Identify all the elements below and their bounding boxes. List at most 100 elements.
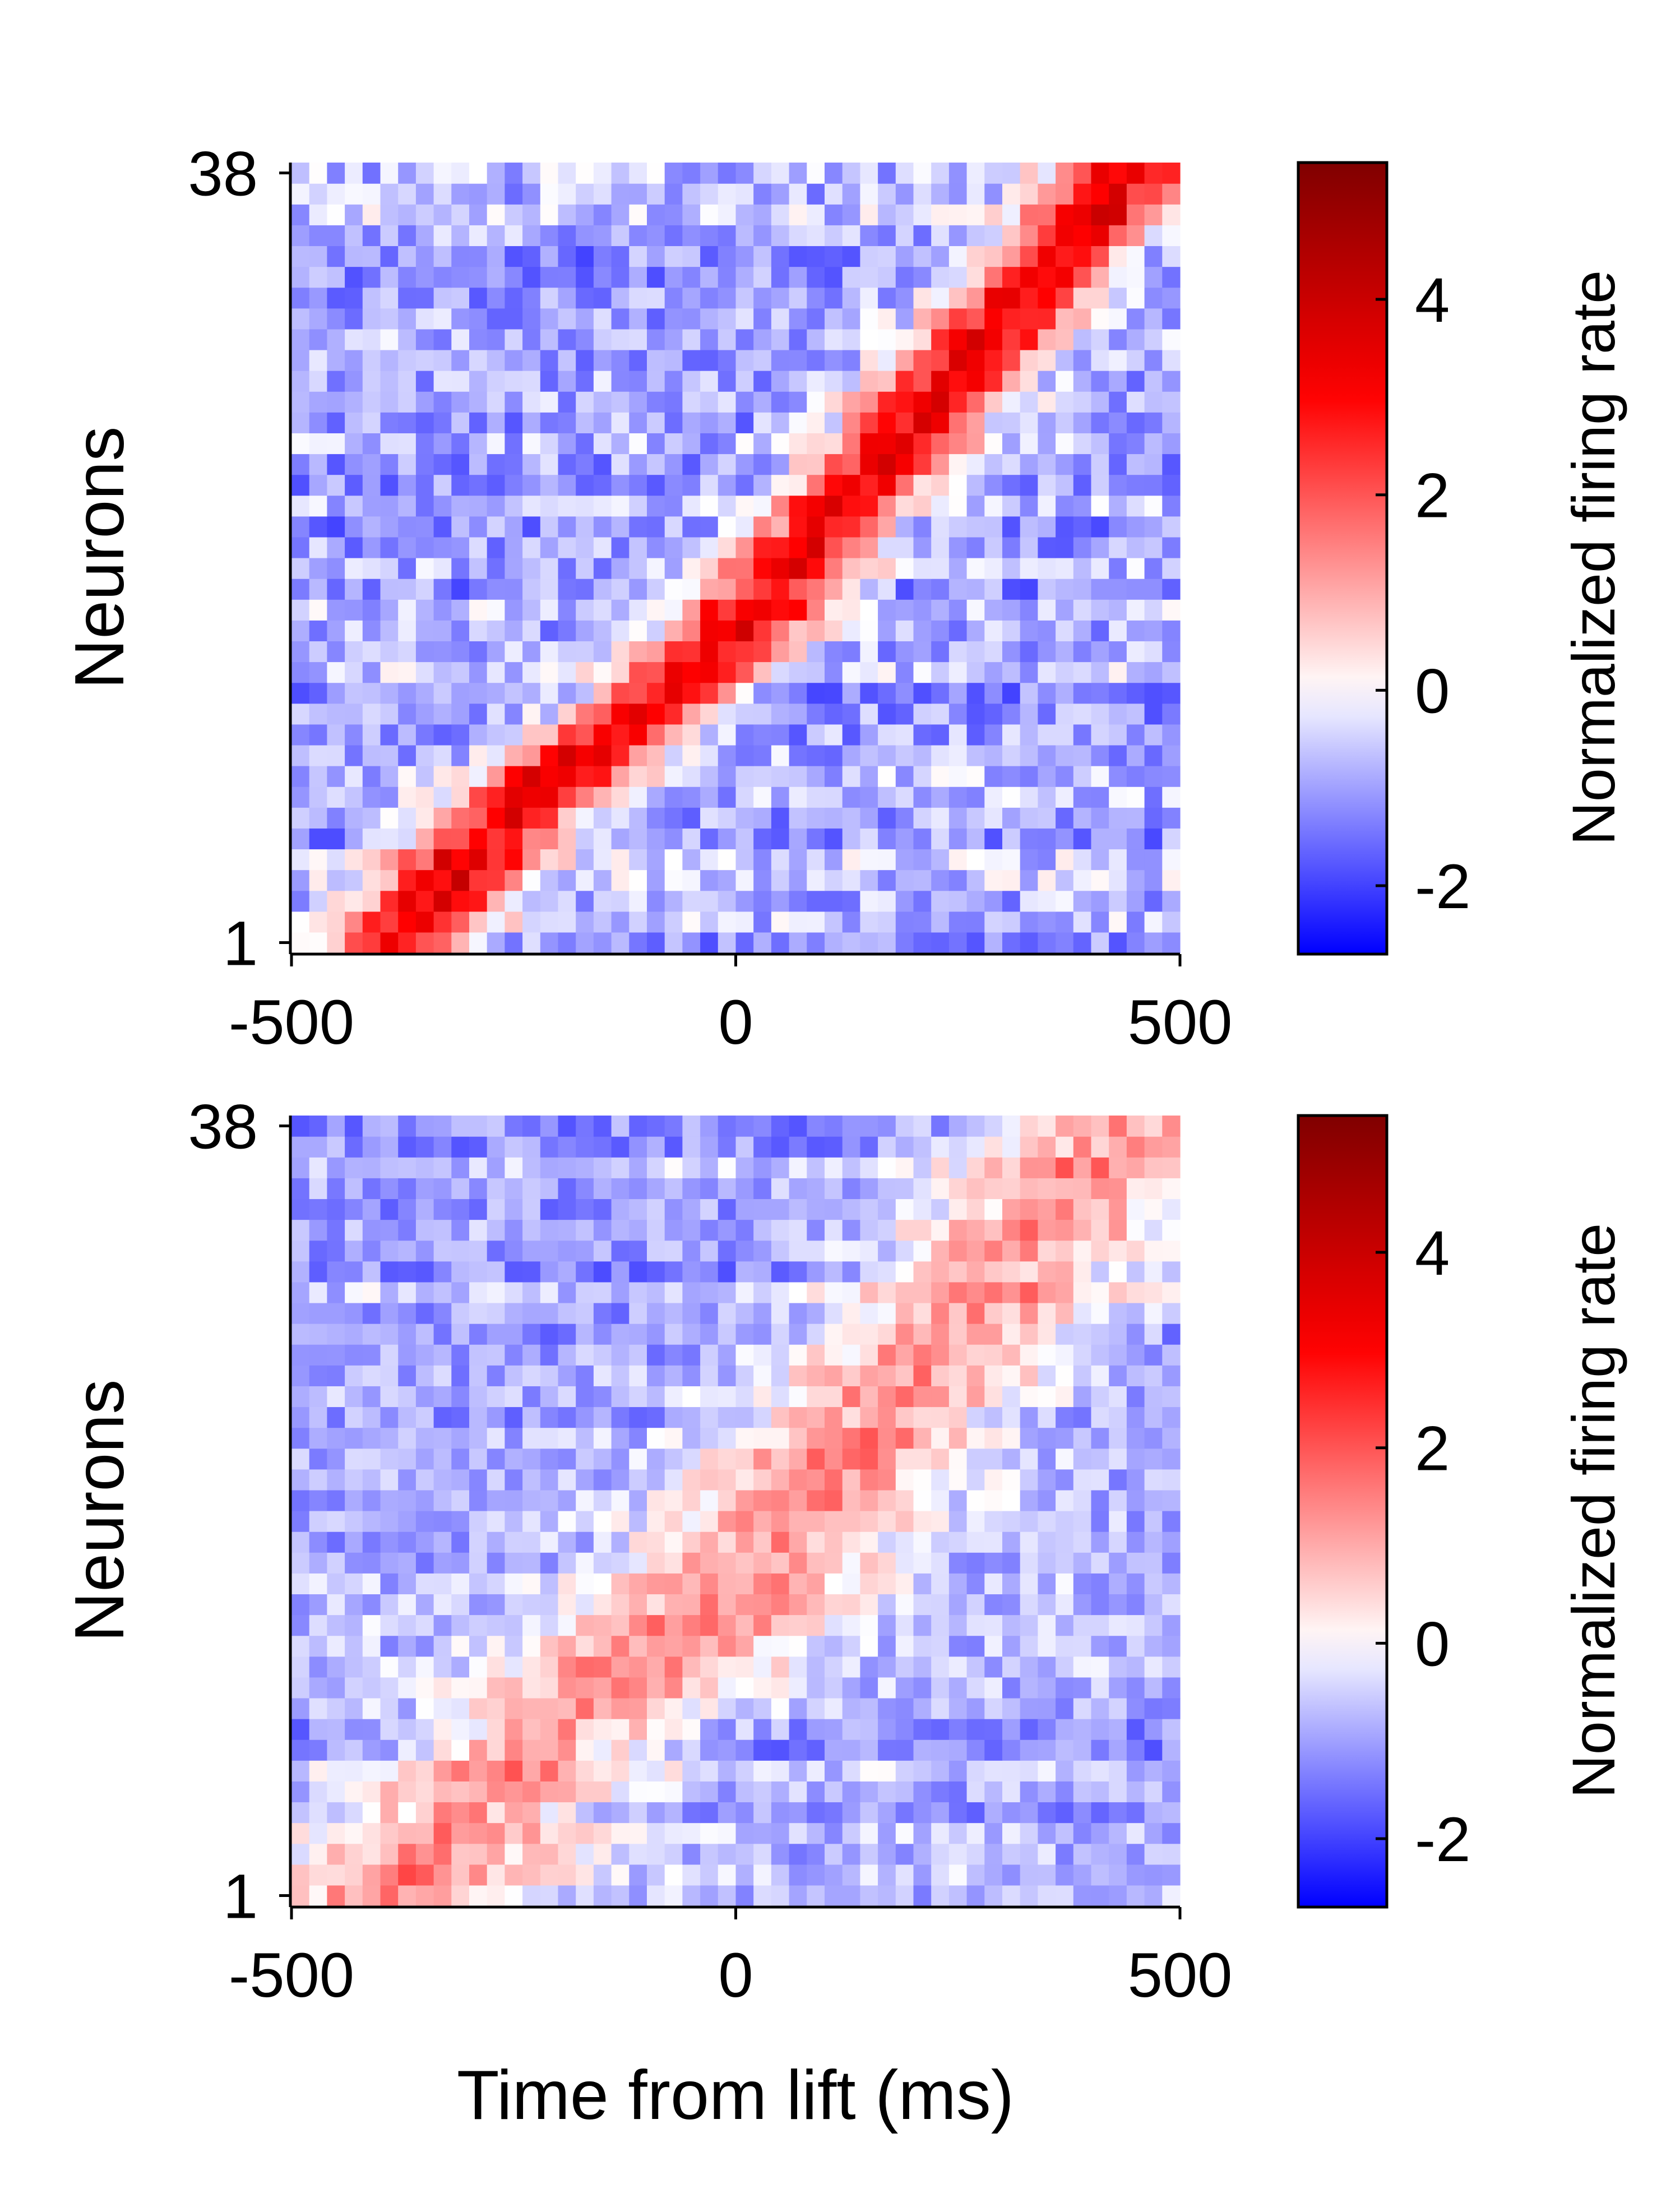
heatmap-cell — [1126, 1697, 1145, 1719]
heatmap-cell — [913, 1136, 932, 1158]
heatmap-cell — [1126, 1261, 1145, 1283]
heatmap-cell — [700, 1178, 719, 1200]
heatmap-cell — [878, 828, 896, 850]
heatmap-cell — [647, 1157, 665, 1178]
heatmap-cell — [291, 1281, 310, 1303]
heatmap-cell — [1038, 1136, 1056, 1158]
heatmap-cell — [682, 1469, 701, 1491]
heatmap-cell — [966, 828, 985, 850]
heatmap-cell — [878, 225, 896, 247]
heatmap-cell — [984, 183, 1003, 205]
heatmap-cell — [1056, 1199, 1074, 1220]
heatmap-cell — [664, 1448, 683, 1470]
heatmap-cell — [1002, 204, 1021, 225]
heatmap-cell — [309, 1885, 327, 1907]
heatmap-cell — [291, 1511, 310, 1532]
heatmap-cell — [1144, 1802, 1163, 1824]
heatmap-cell — [682, 1822, 701, 1844]
heatmap-cell — [345, 661, 363, 683]
heatmap-cell — [700, 1157, 719, 1178]
heatmap-cell — [807, 225, 825, 247]
heatmap-cell — [1144, 433, 1163, 455]
heatmap-cell — [1073, 1406, 1092, 1428]
heatmap-cell — [1002, 1843, 1021, 1865]
heatmap-cell — [380, 579, 399, 600]
heatmap-cell — [576, 349, 594, 371]
heatmap-cell — [984, 454, 1003, 475]
heatmap-cell — [771, 308, 790, 330]
heatmap-cell — [327, 1739, 345, 1761]
heatmap-cell — [522, 1635, 541, 1657]
heatmap-cell — [878, 1448, 896, 1470]
heatmap-cell — [362, 1386, 381, 1408]
heatmap-cell — [753, 1531, 772, 1553]
heatmap-cell — [1162, 786, 1181, 808]
heatmap-cell — [1038, 225, 1056, 247]
heatmap-cell — [1109, 1240, 1127, 1262]
heatmap-cell — [558, 1365, 576, 1386]
heatmap-cell — [1091, 1302, 1109, 1324]
heatmap-cell — [629, 1386, 647, 1408]
heatmap-cell — [469, 1573, 488, 1595]
heatmap-cell — [771, 744, 790, 766]
heatmap-cell — [1002, 1614, 1021, 1636]
heatmap-cell — [647, 1324, 665, 1345]
heatmap-cell — [451, 1406, 470, 1428]
heatmap-cell — [895, 1199, 914, 1220]
heatmap-cell — [540, 661, 559, 683]
heatmap-cell — [505, 620, 523, 642]
heatmap-cell — [1109, 1656, 1127, 1678]
heatmap-cell — [825, 1511, 843, 1532]
heatmap-cell — [1002, 1136, 1021, 1158]
heatmap-cell — [398, 266, 416, 288]
heatmap-cell — [558, 1219, 576, 1241]
heatmap-cell — [487, 371, 505, 392]
heatmap-cell — [362, 1864, 381, 1886]
heatmap-cell — [433, 433, 452, 455]
heatmap-cell — [1056, 1261, 1074, 1283]
heatmap-cell — [718, 536, 737, 558]
heatmap-cell — [700, 433, 719, 455]
heatmap-cell — [1091, 1656, 1109, 1678]
heatmap-cell — [327, 266, 345, 288]
heatmap-cell — [682, 1511, 701, 1532]
heatmap-cell — [398, 287, 416, 309]
heatmap-cell — [1002, 682, 1021, 704]
heatmap-cell — [522, 599, 541, 621]
heatmap-cell — [753, 744, 772, 766]
heatmap-cell — [505, 371, 523, 392]
heatmap-cell — [931, 1302, 950, 1324]
heatmap-cell — [380, 1489, 399, 1511]
heatmap-cell — [1162, 1469, 1181, 1491]
heatmap-cell — [1002, 1406, 1021, 1428]
heatmap-cell — [700, 1261, 719, 1283]
heatmap-cell — [948, 225, 968, 247]
heatmap-cell — [931, 1281, 950, 1303]
heatmap-cell — [558, 1552, 576, 1574]
heatmap-cell — [593, 1448, 612, 1470]
heatmap-cell — [825, 1760, 843, 1781]
heatmap-cell — [771, 1240, 790, 1262]
heatmap-cell — [522, 328, 541, 350]
heatmap-cell — [948, 1511, 968, 1532]
heatmap-cell — [291, 349, 310, 371]
heatmap-cell — [913, 1781, 932, 1803]
heatmap-cell — [807, 1281, 825, 1303]
heatmap-cell — [807, 1677, 825, 1699]
heatmap-cell — [1002, 1802, 1021, 1824]
heatmap-cell — [842, 163, 860, 184]
heatmap-cell — [487, 1531, 505, 1553]
heatmap-cell — [895, 1302, 914, 1324]
heatmap-cell — [1091, 1802, 1109, 1824]
heatmap-cell — [558, 495, 576, 517]
heatmap-cell — [487, 328, 505, 350]
heatmap-cell — [735, 1614, 754, 1636]
heatmap-cell — [576, 266, 594, 288]
heatmap-cell — [860, 1261, 878, 1283]
heatmap-cell — [700, 495, 719, 517]
heatmap-cell — [1126, 1511, 1145, 1532]
heatmap-cell — [718, 1697, 737, 1719]
heatmap-cell — [629, 1802, 647, 1824]
heatmap-cell — [984, 1822, 1003, 1844]
heatmap-cell — [415, 766, 434, 787]
